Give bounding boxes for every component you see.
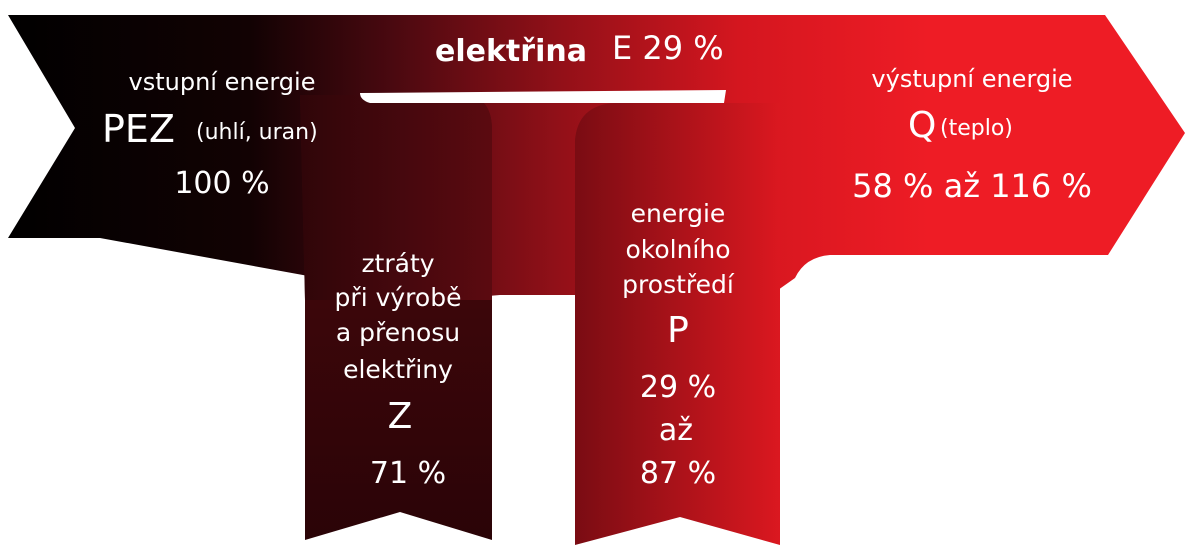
losses-line: elektřiny: [343, 355, 453, 384]
electricity-value: E 29 %: [612, 29, 724, 67]
electricity-separator: [360, 90, 726, 103]
ambient-line: energie: [631, 199, 726, 228]
output-value: 58 % až 116 %: [852, 167, 1092, 205]
losses-symbol: Z: [388, 396, 413, 437]
ambient-line: okolního: [625, 235, 730, 264]
input-symbol: PEZ: [102, 107, 175, 151]
output-heading: výstupní energie: [871, 65, 1072, 93]
ambient-symbol: P: [667, 310, 689, 351]
losses-line: ztráty: [361, 249, 434, 278]
output-note: (teplo): [940, 116, 1013, 141]
ambient-value-from: 29 %: [640, 370, 716, 405]
electricity-label: elektřina: [435, 34, 587, 69]
ambient-line: prostředí: [622, 270, 735, 299]
losses-line: při výrobě: [335, 283, 462, 312]
losses-branch-upper: [300, 95, 492, 300]
ambient-energy-branch: [575, 103, 780, 545]
losses-value: 71 %: [370, 456, 446, 491]
output-symbol: Q: [908, 105, 936, 146]
input-value: 100 %: [174, 166, 269, 201]
ambient-value-connector: až: [659, 413, 693, 448]
input-heading: vstupní energie: [129, 68, 316, 96]
input-note: (uhlí, uran): [196, 120, 318, 145]
ambient-value-to: 87 %: [640, 456, 716, 491]
losses-line: a přenosu: [336, 318, 460, 347]
